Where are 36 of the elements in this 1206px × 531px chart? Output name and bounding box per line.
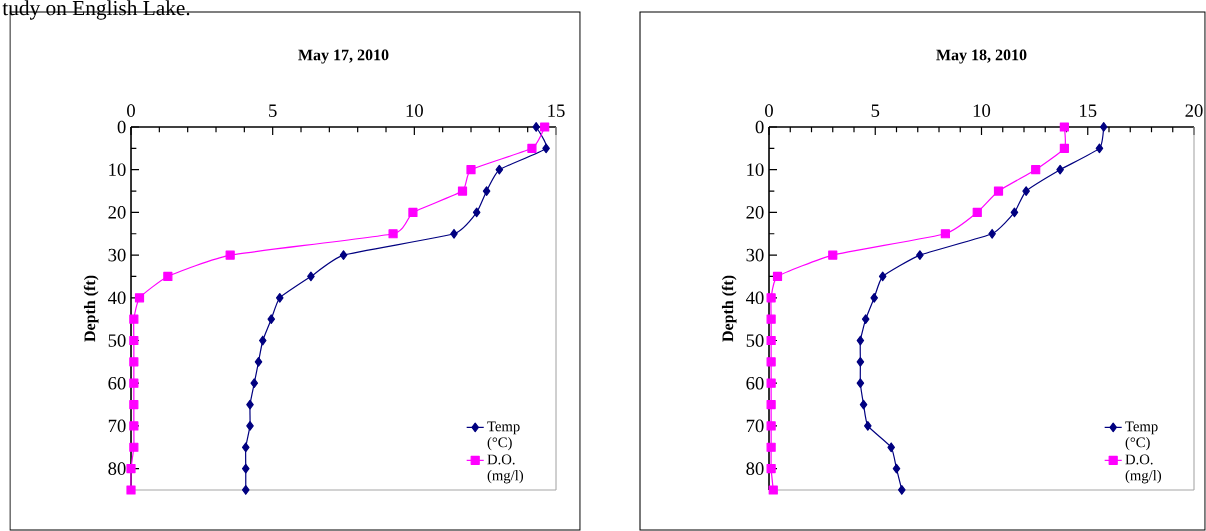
x-tick-label: 0	[765, 104, 773, 117]
y-tick-label: 60	[746, 376, 764, 390]
y-tick-label: 70	[108, 419, 126, 433]
chart-title: May 18, 2010	[936, 49, 1027, 64]
chart-title: May 17, 2010	[298, 49, 389, 64]
legend-label: D.O. (mg/l)	[1125, 454, 1162, 484]
x-tick-label: 5	[269, 104, 277, 117]
y-tick-label: 40	[107, 291, 126, 305]
y-tick-label: 60	[108, 376, 126, 390]
text: tudy on English Lake.	[2, 0, 190, 20]
legend-label: Temp (°C)	[1125, 421, 1158, 451]
y-tick-label: 20	[108, 206, 126, 219]
x-tick-label: 10	[973, 104, 991, 117]
y-tick-label: 70	[746, 419, 764, 433]
x-tick-label: 10	[406, 104, 423, 117]
y-tick-label: 10	[109, 163, 126, 176]
y-tick-label: 30	[746, 248, 764, 262]
y-axis-title: Depth (ft)	[83, 275, 99, 342]
x-tick-label: 0	[127, 104, 135, 117]
y-axis-title: Depth (ft)	[721, 275, 737, 342]
x-tick-label: 5	[871, 104, 880, 117]
y-tick-label: 30	[108, 248, 126, 262]
y-tick-label: 50	[108, 334, 126, 347]
x-tick-label: 15	[1080, 104, 1097, 117]
legend-label: D.O. (mg/l)	[487, 454, 524, 484]
y-tick-label: 0	[755, 120, 764, 134]
y-tick-label: 40	[745, 291, 764, 305]
y-tick-label: 80	[746, 462, 764, 475]
y-tick-label: 50	[746, 334, 764, 347]
x-tick-label: 15	[548, 104, 565, 117]
legend-label: Temp (°C)	[487, 421, 520, 451]
y-tick-label: 80	[108, 462, 126, 475]
x-tick-label: 20	[1185, 104, 1203, 117]
y-tick-label: 20	[746, 206, 764, 219]
y-tick-label: 10	[747, 163, 764, 176]
y-tick-label: 0	[117, 120, 126, 134]
